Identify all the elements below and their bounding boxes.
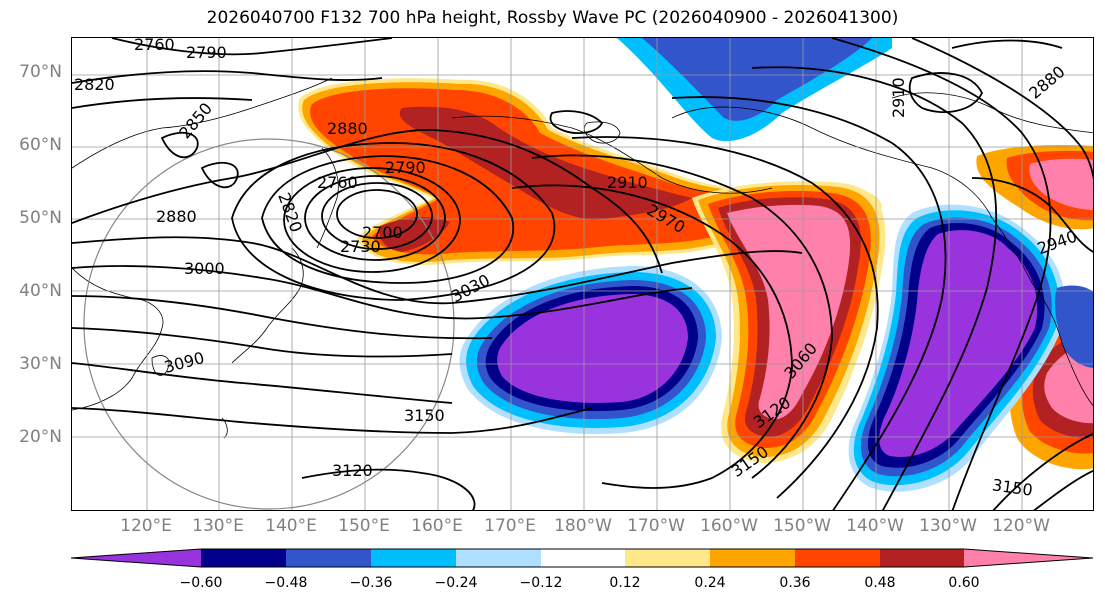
contour-label: 2820 <box>74 75 115 94</box>
colorbar-tick: 0.24 <box>694 575 726 591</box>
lon-label: 140°W <box>846 516 904 536</box>
contour-label: 3150 <box>404 406 445 425</box>
colorbar-segment <box>795 549 880 567</box>
lat-label-50n: 50°N <box>19 208 62 228</box>
contour-label: 2910 <box>607 173 648 192</box>
contour-label: 2760 <box>134 38 175 54</box>
negative-anomaly-north <box>617 38 892 142</box>
chart-title: 2026040700 F132 700 hPa height, Rossby W… <box>206 8 899 28</box>
colorbar-segment <box>456 549 541 567</box>
height-contours <box>72 38 1093 510</box>
lat-label-30n: 30°N <box>19 354 62 374</box>
colorbar-tick: 0.60 <box>948 575 980 591</box>
negative-anomaly-coast <box>1054 285 1093 368</box>
grid-lines <box>72 38 1093 510</box>
colorbar-tick: 0.48 <box>864 575 896 591</box>
lon-label: 150°E <box>338 516 390 536</box>
lon-label: 160°E <box>411 516 463 536</box>
contour-label: 3000 <box>184 259 225 278</box>
colorbar-segment <box>201 549 286 567</box>
contour-label: 2790 <box>385 158 426 177</box>
colorbar-segment <box>710 549 795 567</box>
lon-label: 160°W <box>700 516 758 536</box>
colorbar-segment <box>286 549 371 567</box>
colorbar-segment <box>371 549 456 567</box>
lon-label: 170°W <box>627 516 685 536</box>
contour-label: 2730 <box>340 237 381 256</box>
contour-label: 3120 <box>332 461 373 480</box>
contour-label: 2940 <box>1035 227 1080 259</box>
lon-label: 170°E <box>484 516 536 536</box>
colorbar-segment <box>71 549 201 567</box>
contour-label: 2820 <box>274 190 306 235</box>
colorbar-tick: −0.48 <box>264 575 308 591</box>
lon-label: 130°E <box>192 516 244 536</box>
contour-label: 2760 <box>317 173 358 192</box>
contour-label: 2910 <box>889 77 908 118</box>
lon-label: 180°W <box>554 516 612 536</box>
lat-label-60n: 60°N <box>19 135 62 155</box>
reference-circle <box>83 138 455 510</box>
map-panel: 2760 2790 2820 2850 2880 2760 2790 2820 … <box>71 37 1094 511</box>
lon-label: 120°W <box>992 516 1050 536</box>
negative-anomaly-east <box>848 204 1066 492</box>
contour-label: 2790 <box>186 43 227 62</box>
negative-anomaly-west <box>459 266 722 434</box>
contour-label: 2880 <box>156 207 197 226</box>
lat-label-70n: 70°N <box>19 62 62 82</box>
colorbar-tick: −0.24 <box>434 575 478 591</box>
contour-label: 2880 <box>327 119 368 138</box>
contour-label: 2880 <box>1025 62 1068 103</box>
contour-label: 3150 <box>991 475 1034 499</box>
lat-label-20n: 20°N <box>19 427 62 447</box>
lat-label-40n: 40°N <box>19 281 62 301</box>
colorbar-tick: 0.12 <box>609 575 641 591</box>
map-canvas: 2760 2790 2820 2850 2880 2760 2790 2820 … <box>72 38 1093 510</box>
colorbar-tick: −0.60 <box>179 575 223 591</box>
colorbar-tick: −0.12 <box>519 575 563 591</box>
contour-label: 3090 <box>162 348 206 377</box>
lon-label: 140°E <box>265 516 317 536</box>
contour-label: 2700 <box>362 223 403 242</box>
colorbar-outline <box>71 548 1094 568</box>
colorbar-tick: 0.36 <box>779 575 811 591</box>
lon-label: 150°W <box>773 516 831 536</box>
colorbar <box>71 548 1094 568</box>
colorbar-segment <box>625 549 710 567</box>
colorbar-segment <box>964 549 1093 567</box>
lon-label: 130°W <box>919 516 977 536</box>
lon-label: 120°E <box>120 516 172 536</box>
contour-label: 2850 <box>175 99 216 142</box>
colorbar-segment <box>541 549 625 567</box>
colorbar-segment <box>880 549 964 567</box>
colorbar-tick: −0.36 <box>349 575 393 591</box>
